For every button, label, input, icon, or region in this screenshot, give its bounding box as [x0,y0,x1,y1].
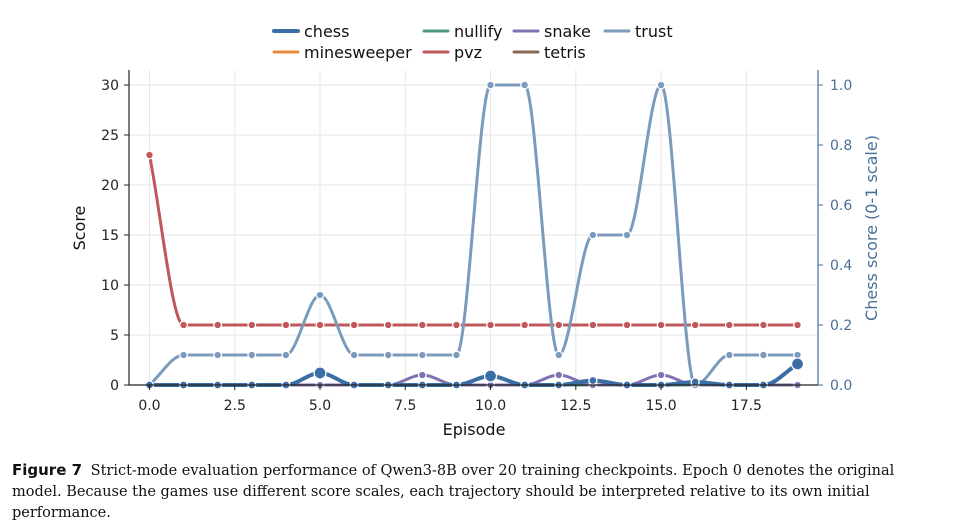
pvz-point [213,320,223,330]
pvz-point [383,320,393,330]
y-tick-label: 5 [110,328,119,344]
x-axis-title: Episode [443,420,506,439]
x-tick-label: 2.5 [224,398,246,414]
chart: 0.0 2.5 5.0 7.5 10.0 12.5 15.0 17.5 0 5 10 15 20 25 30… [70,22,881,439]
pvz-point [349,320,359,330]
chess-point [483,369,498,383]
y2-tick-label: 0.8 [830,138,852,154]
legend-item-trust: trust [603,22,673,41]
pvz-point [145,150,154,160]
series-pvz [145,150,802,330]
pvz-point [179,320,189,330]
snake-point [554,370,564,380]
snake-point [417,370,427,380]
trust-point [417,350,427,360]
trust-point [213,350,223,360]
y-tick-label: 30 [101,78,119,94]
legend-label: nullify [454,22,502,41]
y-tick-label: 20 [101,178,119,194]
legend-item-tetris: tetris [512,43,586,62]
trust-point [724,350,734,360]
x-tick-label: 0.0 [138,398,160,414]
x-tick-label: 10.0 [475,398,506,414]
chess-point [588,375,598,386]
pvz-point [315,320,325,330]
y2-tick-label: 0.2 [830,318,852,334]
trust-point [520,80,530,90]
y2-tick-label: 0.4 [830,258,852,274]
pvz-point [622,320,632,330]
pvz-point [520,320,530,330]
trust-point [486,80,496,90]
pvz-line [147,153,800,327]
legend-label: pvz [454,43,482,62]
trust-point [622,230,632,240]
y-tick-label: 0 [110,378,119,394]
x-tick-label: 7.5 [394,398,416,414]
trust-point [179,350,189,360]
trust-point [281,350,291,360]
trust-point [349,350,359,360]
y-tick-label: 25 [101,128,119,144]
figure-caption: Figure 7 Strict-mode evaluation performa… [12,460,942,524]
trust-point [758,350,768,360]
pvz-point [417,320,427,330]
snake-point [656,370,666,380]
legend-item-snake: snake [512,22,591,41]
legend-item-chess: chess [272,22,349,41]
pvz-point [724,320,734,330]
trust-point [656,80,666,90]
y-axis-title: Score [70,206,89,251]
y-tick-label: 15 [101,228,119,244]
chess-point [313,366,327,380]
legend-label: minesweeper [304,43,412,62]
legend-label: trust [635,22,673,41]
legend-item-minesweeper: minesweeper [272,43,412,62]
legend-item-nullify: nullify [422,22,502,41]
x-tick-label: 5.0 [309,398,331,414]
legend-item-pvz: pvz [422,43,482,62]
caption-text: Strict-mode evaluation performance of Qw… [12,463,895,521]
pvz-point [758,320,768,330]
figure-label: Figure 7 [12,461,83,479]
pvz-point [793,320,802,330]
x-tick-label: 15.0 [646,398,677,414]
trust-point [451,350,461,360]
y2-tick-label: 0.0 [830,378,852,394]
pvz-point [281,320,291,330]
grid-lines [129,70,818,386]
y2-axis-title: Chess score (0-1 scale) [862,135,881,321]
pvz-point [486,320,496,330]
pvz-point [656,320,666,330]
chess-point [790,357,805,371]
y2-tick-label: 0.6 [830,198,852,214]
trust-point [383,350,393,360]
legend-label: snake [544,22,591,41]
axes: 0.0 2.5 5.0 7.5 10.0 12.5 15.0 17.5 0 5 10 15 20 25 30… [101,70,852,414]
legend: chess nullify snake trust minesweeper pvz tetr… [272,22,673,62]
trust-point [554,350,564,360]
trust-point [315,290,325,300]
trust-point [588,230,598,240]
pvz-point [247,320,257,330]
legend-label: tetris [544,43,586,62]
pvz-point [690,320,700,330]
y-tick-label: 10 [101,278,119,294]
pvz-point [554,320,564,330]
legend-label: chess [304,22,349,41]
y2-tick-label: 1.0 [830,78,852,94]
chess-point [690,377,700,387]
chess-line [147,362,800,387]
x-tick-label: 12.5 [560,398,591,414]
x-tick-label: 17.5 [731,398,762,414]
pvz-point [588,320,598,330]
trust-point [247,350,257,360]
pvz-point [451,320,461,330]
